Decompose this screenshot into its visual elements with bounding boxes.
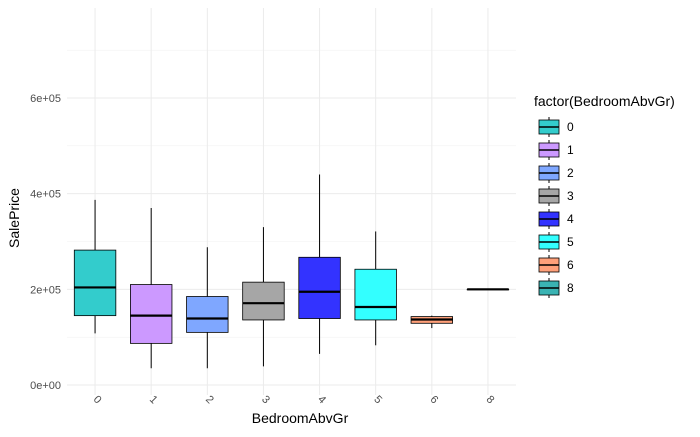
legend-item-2: 2 (538, 163, 574, 183)
y-tick-label: 6e+05 (30, 93, 61, 105)
box-rect (186, 296, 229, 333)
legend-label: 3 (567, 189, 574, 203)
legend-label: 5 (567, 235, 574, 249)
box-rect (73, 249, 117, 317)
x-tick-labels: 0 1 2 3 4 5 6 8 (91, 393, 497, 406)
box-1 (130, 208, 173, 369)
legend-items: 0 1 2 3 4 5 6 8 (538, 117, 574, 298)
x-tick-label: 0 (91, 393, 104, 406)
box-8 (466, 288, 510, 291)
legend-item-5: 5 (538, 232, 574, 252)
legend-title: factor(BedroomAbvGr) (534, 93, 675, 109)
x-axis-label: BedroomAbvGr (252, 410, 349, 426)
legend-label: 8 (567, 281, 574, 295)
x-tick-label: 4 (315, 393, 328, 406)
legend-label: 0 (567, 120, 574, 134)
y-tick-label: 2e+05 (30, 284, 61, 296)
box-4 (298, 174, 341, 354)
boxes-layer (73, 174, 510, 369)
x-tick-label: 8 (484, 393, 497, 406)
box-rect (242, 281, 285, 321)
x-tick-label: 3 (259, 393, 272, 406)
box-3 (242, 227, 285, 367)
x-tick-label: 2 (203, 393, 216, 406)
legend-item-0: 0 (538, 117, 574, 137)
legend-label: 2 (567, 166, 574, 180)
legend-label: 1 (567, 143, 574, 157)
box-rect (354, 268, 397, 321)
box-rect (130, 284, 173, 344)
legend-label: 6 (567, 258, 574, 272)
legend-item-6: 6 (538, 255, 574, 275)
legend-item-4: 4 (538, 209, 574, 229)
box-6 (410, 315, 453, 329)
legend: factor(BedroomAbvGr) 0 1 2 3 4 5 6 8 (534, 93, 675, 298)
box-5 (354, 231, 397, 346)
legend-item-8: 8 (538, 278, 574, 298)
box-rect (298, 256, 341, 319)
x-tick-label: 1 (147, 393, 160, 406)
y-tick-label: 4e+05 (30, 189, 61, 201)
legend-item-3: 3 (538, 186, 574, 206)
box-0 (73, 199, 117, 334)
y-axis-label: SalePrice (6, 188, 22, 248)
y-tick-label: 0e+00 (30, 380, 61, 392)
x-tick-label: 6 (428, 393, 441, 406)
x-tick-label: 5 (371, 393, 384, 406)
y-tick-labels: 0e+00 2e+05 4e+05 6e+05 (30, 93, 61, 392)
legend-item-1: 1 (538, 140, 574, 160)
legend-label: 4 (567, 212, 574, 226)
box-2 (186, 247, 229, 369)
